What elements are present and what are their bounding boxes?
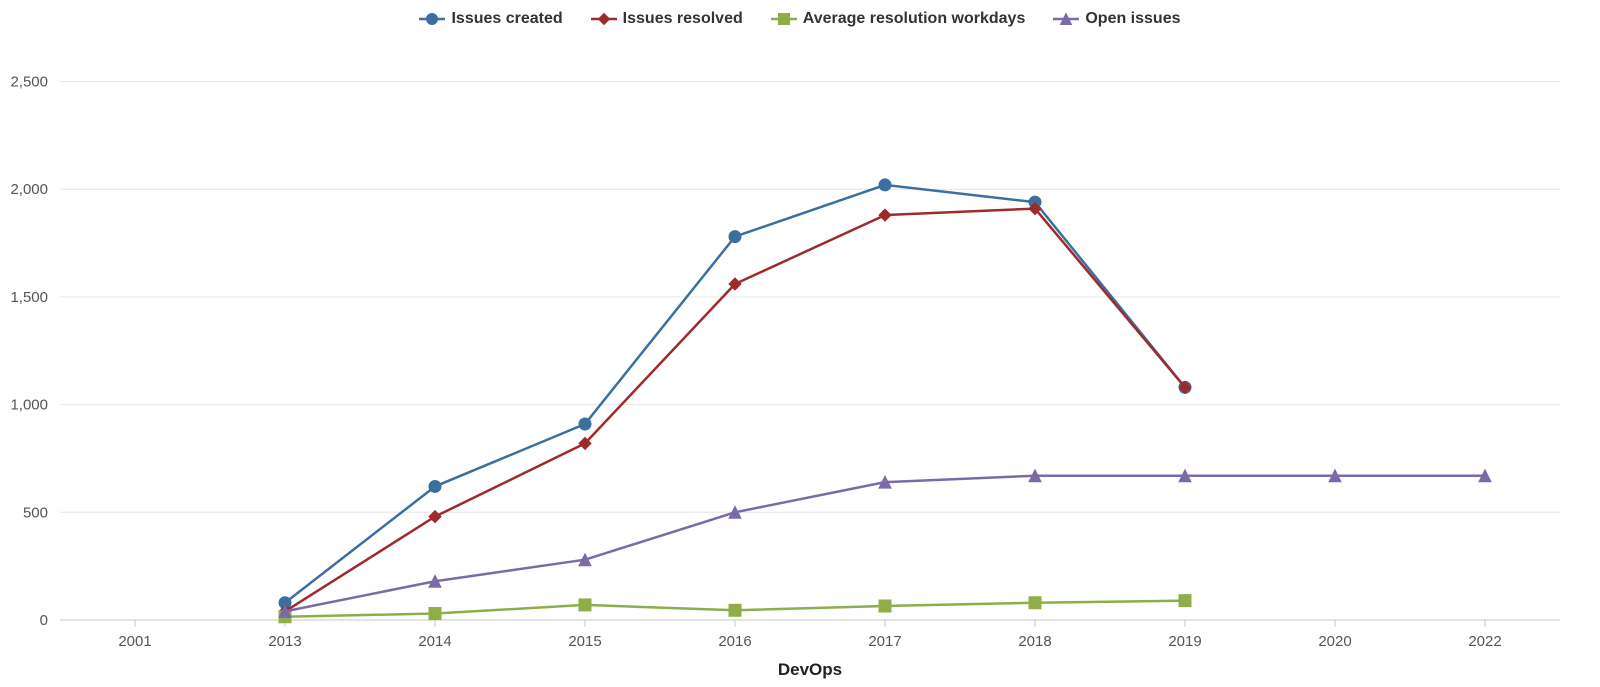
chart-legend: Issues created Issues resolved Average res… [0, 10, 1600, 32]
legend-item-issues-created[interactable]: Issues created [419, 10, 562, 28]
diamond-icon [591, 11, 617, 27]
y-tick-label: 1,500 [10, 289, 48, 306]
legend-label: Average resolution workdays [803, 10, 1026, 28]
y-tick-label: 0 [40, 612, 48, 629]
y-tick-label: 2,500 [10, 74, 48, 91]
legend-label: Issues resolved [623, 10, 743, 28]
x-tick-label: 2013 [268, 633, 301, 650]
line-chart: 0 500 1,000 1,500 2,000 2,500 2001 2013 2014 2015… [0, 0, 1600, 687]
circle-icon [419, 11, 445, 27]
x-tick-label: 2001 [118, 633, 151, 650]
x-tick-label: 2015 [568, 633, 601, 650]
x-tick-label: 2018 [1018, 633, 1051, 650]
x-tick-label: 2019 [1168, 633, 1201, 650]
x-tick-label: 2017 [868, 633, 901, 650]
x-tick-label: 2022 [1468, 633, 1501, 650]
chart-container: Issues created Issues resolved Average res… [0, 0, 1600, 687]
triangle-icon [1053, 11, 1079, 27]
legend-label: Issues created [451, 10, 562, 28]
legend-item-issues-resolved[interactable]: Issues resolved [591, 10, 743, 28]
x-axis-title: DevOps [778, 660, 842, 679]
x-tick-label: 2016 [718, 633, 751, 650]
legend-item-average-resolution-workdays[interactable]: Average resolution workdays [771, 10, 1026, 28]
legend-item-open-issues[interactable]: Open issues [1053, 10, 1180, 28]
y-tick-label: 2,000 [10, 181, 48, 198]
y-tick-label: 500 [23, 504, 48, 521]
square-icon [771, 11, 797, 27]
y-tick-label: 1,000 [10, 397, 48, 414]
x-tick-label: 2014 [418, 633, 451, 650]
legend-label: Open issues [1085, 10, 1180, 28]
x-tick-label: 2020 [1318, 633, 1351, 650]
